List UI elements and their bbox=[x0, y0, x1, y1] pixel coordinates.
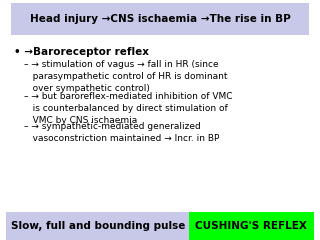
Text: Head injury →CNS ischaemia →The rise in BP: Head injury →CNS ischaemia →The rise in … bbox=[30, 14, 290, 24]
Text: – → but baroreflex-mediated inhibition of VMC
   is counterbalanced by direct st: – → but baroreflex-mediated inhibition o… bbox=[24, 92, 232, 125]
FancyBboxPatch shape bbox=[189, 212, 314, 240]
FancyBboxPatch shape bbox=[11, 3, 309, 35]
Text: Slow, full and bounding pulse: Slow, full and bounding pulse bbox=[11, 221, 186, 231]
Text: CUSHING'S REFLEX: CUSHING'S REFLEX bbox=[195, 221, 307, 231]
Text: – → sympathetic-mediated generalized
   vasoconstriction maintained → Incr. in B: – → sympathetic-mediated generalized vas… bbox=[24, 122, 219, 143]
Text: • →Baroreceptor reflex: • →Baroreceptor reflex bbox=[14, 47, 149, 57]
Text: – → stimulation of vagus → fall in HR (since
   parasympathetic control of HR is: – → stimulation of vagus → fall in HR (s… bbox=[24, 60, 227, 93]
FancyBboxPatch shape bbox=[6, 212, 189, 240]
